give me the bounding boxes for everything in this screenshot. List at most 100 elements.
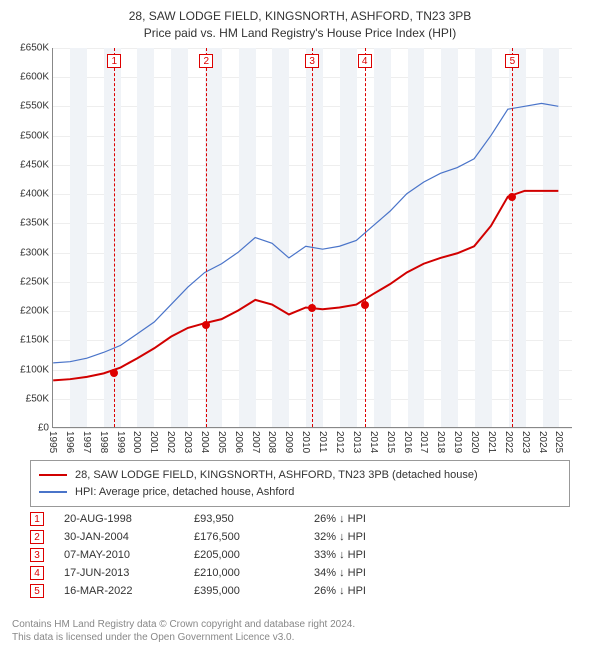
ytick-label: £250K xyxy=(20,276,53,287)
transaction-date: 17-JUN-2013 xyxy=(64,567,174,579)
transaction-row-marker: 3 xyxy=(30,548,44,562)
legend-label-hpi: HPI: Average price, detached house, Ashf… xyxy=(75,484,294,501)
transaction-date: 16-MAR-2022 xyxy=(64,585,174,597)
chart-plot-area: £0£50K£100K£150K£200K£250K£300K£350K£400… xyxy=(52,48,572,428)
footer-line-2: This data is licensed under the Open Gov… xyxy=(12,631,588,644)
footer: Contains HM Land Registry data © Crown c… xyxy=(12,618,588,644)
series-line-hpi xyxy=(53,103,558,362)
ytick-label: £450K xyxy=(20,159,53,170)
transaction-row: 4 17-JUN-2013 £210,000 34% ↓ HPI xyxy=(30,564,570,582)
series-line-property xyxy=(53,191,558,381)
transaction-row: 1 20-AUG-1998 £93,950 26% ↓ HPI xyxy=(30,510,570,528)
legend-row-property: 28, SAW LODGE FIELD, KINGSNORTH, ASHFORD… xyxy=(39,467,561,484)
transaction-diff: 32% ↓ HPI xyxy=(314,531,414,543)
ytick-label: £350K xyxy=(20,218,53,229)
transaction-vline xyxy=(312,48,313,427)
xtick-label: 2000 xyxy=(131,431,142,453)
transaction-price: £176,500 xyxy=(194,531,294,543)
xtick-label: 2011 xyxy=(317,431,328,453)
transaction-dot xyxy=(308,304,316,312)
chart-container: 28, SAW LODGE FIELD, KINGSNORTH, ASHFORD… xyxy=(0,0,600,650)
transaction-marker: 2 xyxy=(199,54,213,68)
xtick-label: 2014 xyxy=(368,431,379,453)
xtick-label: 2003 xyxy=(182,431,193,453)
xtick-label: 2008 xyxy=(266,431,277,453)
ytick-label: £400K xyxy=(20,189,53,200)
transaction-row: 2 30-JAN-2004 £176,500 32% ↓ HPI xyxy=(30,528,570,546)
ytick-label: £550K xyxy=(20,101,53,112)
transaction-vline xyxy=(512,48,513,427)
ytick-label: £100K xyxy=(20,364,53,375)
xtick-label: 2020 xyxy=(469,431,480,453)
ytick-label: £650K xyxy=(20,43,53,54)
xtick-label: 2021 xyxy=(486,431,497,453)
ytick-label: £600K xyxy=(20,72,53,83)
transaction-diff: 26% ↓ HPI xyxy=(314,585,414,597)
xtick-label: 2016 xyxy=(402,431,413,453)
transaction-price: £395,000 xyxy=(194,585,294,597)
legend: 28, SAW LODGE FIELD, KINGSNORTH, ASHFORD… xyxy=(30,460,570,507)
xtick-label: 2009 xyxy=(283,431,294,453)
transaction-marker: 4 xyxy=(358,54,372,68)
xtick-label: 2005 xyxy=(216,431,227,453)
ytick-label: £500K xyxy=(20,130,53,141)
transaction-dot xyxy=(202,321,210,329)
transaction-dot xyxy=(110,369,118,377)
transaction-date: 20-AUG-1998 xyxy=(64,513,174,525)
transaction-diff: 34% ↓ HPI xyxy=(314,567,414,579)
xtick-label: 2015 xyxy=(385,431,396,453)
ytick-label: £200K xyxy=(20,306,53,317)
xtick-label: 2010 xyxy=(300,431,311,453)
legend-label-property: 28, SAW LODGE FIELD, KINGSNORTH, ASHFORD… xyxy=(75,467,478,484)
transaction-price: £210,000 xyxy=(194,567,294,579)
transaction-price: £93,950 xyxy=(194,513,294,525)
xtick-label: 2006 xyxy=(233,431,244,453)
transaction-dot xyxy=(361,301,369,309)
xtick-label: 2013 xyxy=(351,431,362,453)
xtick-label: 2002 xyxy=(165,431,176,453)
legend-swatch-hpi xyxy=(39,491,67,493)
xtick-label: 2019 xyxy=(452,431,463,453)
xtick-label: 2012 xyxy=(334,431,345,453)
transaction-marker: 1 xyxy=(107,54,121,68)
transaction-marker: 5 xyxy=(505,54,519,68)
footer-line-1: Contains HM Land Registry data © Crown c… xyxy=(12,618,588,631)
legend-row-hpi: HPI: Average price, detached house, Ashf… xyxy=(39,484,561,501)
transaction-diff: 33% ↓ HPI xyxy=(314,549,414,561)
xtick-label: 2025 xyxy=(553,431,564,453)
xtick-label: 2022 xyxy=(503,431,514,453)
xtick-label: 2017 xyxy=(418,431,429,453)
xtick-label: 1996 xyxy=(64,431,75,453)
transaction-dot xyxy=(508,193,516,201)
transaction-row-marker: 1 xyxy=(30,512,44,526)
legend-swatch-property xyxy=(39,474,67,476)
title-subtitle: Price paid vs. HM Land Registry's House … xyxy=(0,25,600,42)
transaction-date: 30-JAN-2004 xyxy=(64,531,174,543)
transaction-date: 07-MAY-2010 xyxy=(64,549,174,561)
ytick-label: £300K xyxy=(20,247,53,258)
xtick-label: 2018 xyxy=(435,431,446,453)
transaction-marker: 3 xyxy=(305,54,319,68)
ytick-label: £150K xyxy=(20,335,53,346)
title-block: 28, SAW LODGE FIELD, KINGSNORTH, ASHFORD… xyxy=(0,0,600,46)
transaction-row-marker: 5 xyxy=(30,584,44,598)
transaction-row: 5 16-MAR-2022 £395,000 26% ↓ HPI xyxy=(30,582,570,600)
xtick-label: 2004 xyxy=(199,431,210,453)
xtick-label: 2023 xyxy=(520,431,531,453)
transaction-price: £205,000 xyxy=(194,549,294,561)
xtick-label: 2024 xyxy=(537,431,548,453)
gridline-y xyxy=(53,428,572,429)
transaction-table: 1 20-AUG-1998 £93,950 26% ↓ HPI 2 30-JAN-2004… xyxy=(30,510,570,600)
ytick-label: £50K xyxy=(26,393,53,404)
transaction-diff: 26% ↓ HPI xyxy=(314,513,414,525)
xtick-label: 1999 xyxy=(115,431,126,453)
transaction-row: 3 07-MAY-2010 £205,000 33% ↓ HPI xyxy=(30,546,570,564)
xtick-label: 1995 xyxy=(47,431,58,453)
xtick-label: 2007 xyxy=(250,431,261,453)
xtick-label: 1998 xyxy=(98,431,109,453)
transaction-row-marker: 2 xyxy=(30,530,44,544)
xtick-label: 1997 xyxy=(81,431,92,453)
title-address: 28, SAW LODGE FIELD, KINGSNORTH, ASHFORD… xyxy=(0,8,600,25)
xtick-label: 2001 xyxy=(148,431,159,453)
transaction-row-marker: 4 xyxy=(30,566,44,580)
